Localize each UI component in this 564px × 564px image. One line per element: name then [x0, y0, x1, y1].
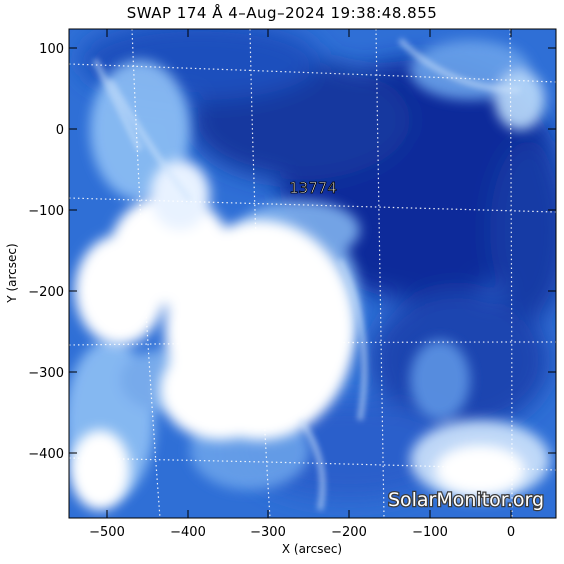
y-tick-label: −300	[28, 366, 64, 381]
x-axis-label: X (arcsec)	[282, 542, 342, 556]
plot-frame	[68, 28, 557, 519]
x-tick-label: 0	[507, 525, 515, 540]
x-tick-label: −300	[250, 525, 286, 540]
x-tick-label: −200	[331, 525, 367, 540]
y-tick-label: −200	[28, 285, 64, 300]
axis-ticks	[69, 29, 556, 518]
heliographic-grid	[69, 29, 556, 518]
y-tick-label: −400	[28, 447, 64, 462]
x-tick-labels: −500 −400 −300 −200 −100 0	[89, 525, 515, 540]
y-axis-label: Y (arcsec)	[5, 243, 19, 303]
y-tick-labels: 100 0 −100 −200 −300 −400	[28, 42, 64, 462]
x-tick-label: −500	[89, 525, 125, 540]
y-tick-label: 100	[39, 42, 64, 57]
x-tick-label: −400	[170, 525, 206, 540]
y-tick-label: −100	[28, 204, 64, 219]
euv-image	[69, 29, 556, 518]
watermark: SolarMonitor.org	[388, 489, 544, 511]
x-tick-label: −100	[412, 525, 448, 540]
y-tick-label: 0	[56, 123, 64, 138]
image-title: SWAP 174 Å 4–Aug–2024 19:38:48.855	[126, 4, 438, 22]
region-label: 13774	[289, 179, 337, 197]
